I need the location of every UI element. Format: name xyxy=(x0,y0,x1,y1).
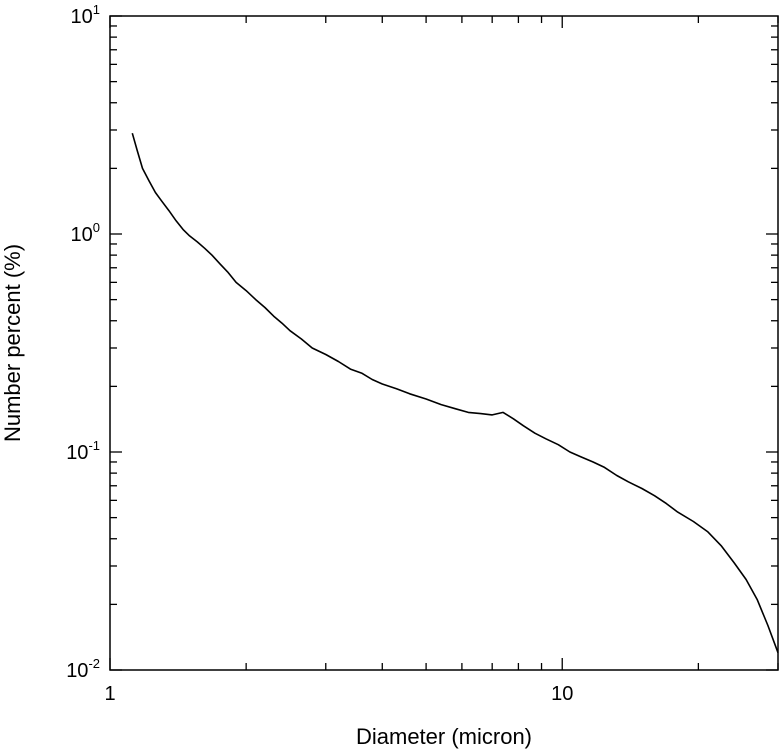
series-line xyxy=(131,132,779,653)
y-axis-label: Number percent (%) xyxy=(0,244,25,442)
x-tick-label: 1 xyxy=(104,683,115,705)
plot-frame xyxy=(109,15,779,671)
y-tick-label: 10-2 xyxy=(66,656,100,682)
tick-labels: 1 10 10-2 10-1 100 101 xyxy=(66,2,573,705)
x-axis-label: Diameter (micron) xyxy=(356,724,532,749)
ticks xyxy=(109,15,779,671)
y-tick-label: 10-1 xyxy=(66,438,100,464)
y-tick-label: 100 xyxy=(71,220,100,246)
y-tick-label: 101 xyxy=(71,2,100,28)
x-tick-label: 10 xyxy=(551,683,573,705)
